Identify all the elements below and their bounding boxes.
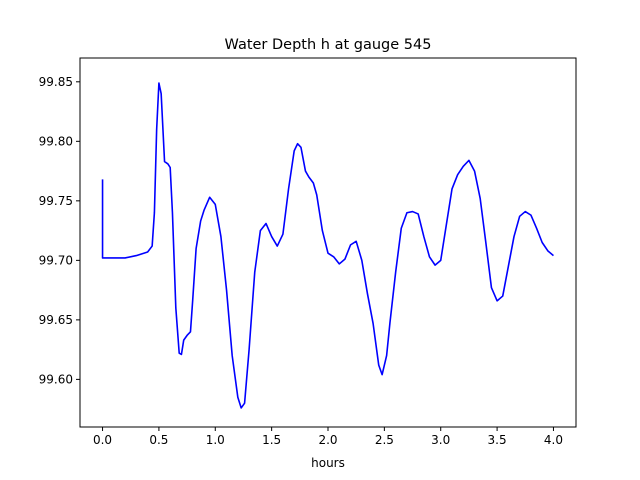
x-tick-label: 2.0: [318, 433, 337, 447]
x-tick-label: 3.5: [488, 433, 507, 447]
y-tick-label: 99.75: [39, 194, 73, 208]
x-tick-label: 1.0: [206, 433, 225, 447]
chart-title: Water Depth h at gauge 545: [225, 37, 432, 53]
axes-layer: 0.0 0.5 1.0 1.5 2.0 2.5 3.0 3.5 4.0 99.60 99.65 99.…: [39, 57, 577, 447]
series-layer: [101, 82, 554, 409]
y-tick-label: 99.70: [39, 253, 73, 267]
y-tick-label: 99.60: [39, 372, 73, 386]
x-tick-label: 2.5: [375, 433, 394, 447]
x-tick-label: 1.5: [262, 433, 281, 447]
y-tick-label: 99.65: [39, 313, 73, 327]
x-tick-label: 3.0: [431, 433, 450, 447]
x-axis-label: hours: [311, 456, 345, 470]
x-tick-label: 4.0: [544, 433, 563, 447]
series-line-0: [101, 82, 554, 409]
y-tick-label: 99.80: [39, 134, 73, 148]
y-tick-label: 99.85: [39, 75, 73, 89]
x-tick-label: 0.5: [149, 433, 168, 447]
x-tick-label: 0.0: [93, 433, 112, 447]
